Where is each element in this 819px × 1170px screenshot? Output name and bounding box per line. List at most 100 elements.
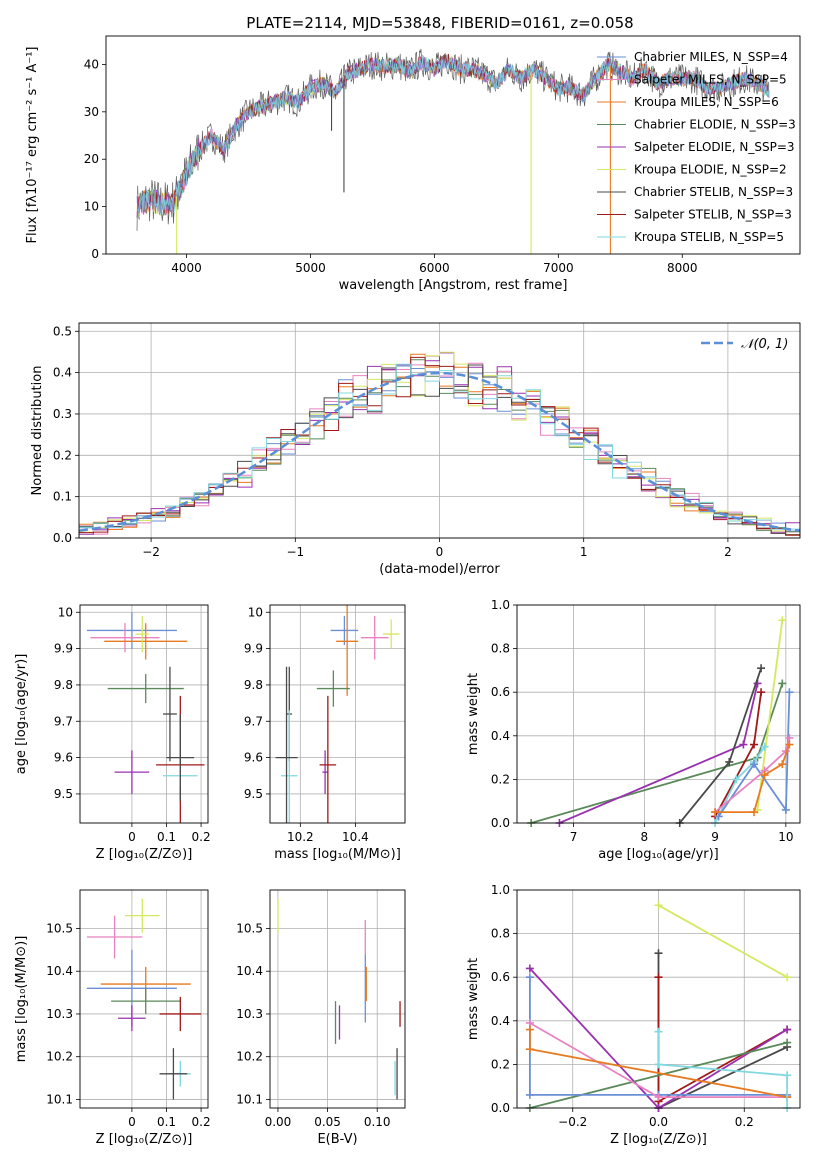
y-axis-label: mass weight: [466, 673, 481, 755]
errorbar-point-c_elodie: [316, 670, 350, 707]
legend-label: Chabrier MILES, N_SSP=4: [634, 50, 788, 64]
weight-marker: [760, 742, 769, 751]
y-tick-label: 0.1: [53, 490, 72, 504]
weight-line-k_stelib: [657, 1031, 788, 1108]
weight-marker: [725, 757, 734, 766]
weight-marker: [654, 949, 663, 958]
errorbar-point-c_miles: [86, 612, 177, 649]
legend-label: Salpeter ELODIE, N_SSP=3: [634, 140, 795, 154]
errorbar-point-k_miles: [336, 605, 359, 696]
x-tick-label: 8: [641, 830, 649, 844]
x-tick-label: −1: [286, 545, 304, 559]
axes-frame: [79, 604, 209, 824]
weight-marker: [750, 740, 759, 749]
weight-marker: [785, 688, 794, 697]
y-tick-label: 1.0: [491, 883, 510, 897]
y-tick-label: 0.5: [53, 324, 72, 338]
weight-marker: [783, 973, 792, 982]
y-tick-label: 9.6: [54, 751, 73, 765]
x-tick-label: 0.05: [314, 1115, 341, 1129]
x-tick-label: 0: [436, 545, 444, 559]
weight-marker: [525, 973, 534, 982]
weight-line-k_stelib: [714, 746, 766, 823]
spectrum-line-k_stelib: [136, 54, 770, 216]
y-tick-label: 0.8: [491, 927, 510, 941]
x-tick-label: 1: [580, 545, 588, 559]
errorbar-point-k_miles: [104, 623, 188, 660]
y-tick-label: 9.9: [244, 642, 263, 656]
weight-marker: [654, 1093, 663, 1102]
weight-marker: [783, 1025, 792, 1034]
y-tick-label: 0.4: [491, 1014, 510, 1028]
x-tick-label: 0.1: [157, 1115, 176, 1129]
y-tick-label: 9.9: [54, 642, 73, 656]
y-tick-label: 9.7: [244, 714, 263, 728]
weight-line-c_elodie: [530, 683, 784, 823]
weight-marker: [778, 616, 787, 625]
weight-marker: [711, 808, 720, 817]
y-axis-label: mass weight: [466, 958, 481, 1040]
x-axis-label: Z [log₁₀(Z/Z⊙)]: [96, 847, 193, 862]
y-tick-label: 10.3: [236, 1007, 263, 1021]
x-axis-label: Z [log₁₀(Z/Z⊙)]: [610, 1132, 707, 1147]
y-tick-label: 0.2: [491, 772, 510, 786]
x-tick-label: 0.2: [192, 830, 211, 844]
errorbar-point-s_elodie: [114, 750, 150, 794]
axes-frame: [79, 889, 209, 1109]
errorbar-point-c_miles: [330, 615, 359, 645]
y-axis-label: mass [log₁₀(M/M⊙)]: [14, 936, 29, 1063]
legend-label: Kroupa MILES, N_SSP=6: [634, 95, 779, 109]
y-tick-label: 10.2: [236, 1050, 263, 1064]
errorbar-point-s_miles: [360, 615, 389, 660]
x-tick-label: −2: [142, 545, 160, 559]
x-tick-label: 4000: [171, 261, 202, 275]
x-tick-label: 0: [128, 830, 136, 844]
legend-label: Salpeter STELIB, N_SSP=3: [634, 208, 792, 222]
legend-label: Chabrier STELIB, N_SSP=3: [634, 185, 793, 199]
x-tick-label: 10.4: [342, 830, 369, 844]
weight-marker: [760, 771, 769, 780]
x-tick-label: 9: [711, 830, 719, 844]
errorbar-point-c_stelib: [275, 666, 298, 823]
x-tick-label: 0: [128, 1115, 136, 1129]
weight-marker: [781, 805, 790, 814]
histogram-panel: −2 −1 0 1 2 0.0 0.1 0.2 0.3 0.4 0.5 (data-model)/er…: [30, 322, 801, 577]
weight-marker: [757, 688, 766, 697]
y-tick-label: 0.8: [491, 642, 510, 656]
errorbar-point-s_stelib: [159, 996, 202, 1032]
y-tick-label: 10.5: [236, 921, 263, 935]
x-tick-label: 0.10: [364, 1115, 391, 1129]
y-tick-label: 9.8: [244, 678, 263, 692]
y-tick-label: 10.2: [46, 1050, 73, 1064]
y-tick-label: 0.0: [491, 816, 510, 830]
x-tick-label: 0.2: [192, 1115, 211, 1129]
x-tick-label: 2: [724, 545, 732, 559]
x-tick-label: 0.1: [157, 830, 176, 844]
y-tick-label: 9.5: [54, 787, 73, 801]
y-tick-label: 0.2: [491, 1057, 510, 1071]
mass_vs_EBV-panel: 0.00 0.05 0.10 10.1 10.2 10.3 10.4 10.5 E(B-V): [236, 889, 406, 1147]
y-tick-label: 9.5: [244, 787, 263, 801]
x-tick-label: 0.2: [735, 1115, 754, 1129]
y-tick-label: 0.6: [491, 685, 510, 699]
x-tick-label: 10: [778, 830, 793, 844]
x-axis-label: wavelength [Angstrom, rest frame]: [339, 278, 568, 293]
weight-marker: [783, 1071, 792, 1080]
y-tick-label: 10.5: [46, 921, 73, 935]
weight-marker: [757, 664, 766, 673]
errorbar-point-c_elodie: [107, 674, 184, 704]
weight-line-c_miles: [717, 692, 791, 818]
axes-frame: [269, 604, 406, 824]
legend-label: Kroupa STELIB, N_SSP=5: [634, 230, 784, 244]
weight-marker: [525, 1025, 534, 1034]
weight-marker: [750, 808, 759, 817]
weight-marker: [654, 1060, 663, 1069]
weight-marker: [525, 964, 534, 973]
y-tick-label: 10.4: [236, 964, 263, 978]
y-tick-label: 0.4: [53, 366, 72, 380]
histogram-step-k_stelib: [79, 363, 800, 537]
y-tick-label: 30: [84, 105, 99, 119]
legend-label: Chabrier ELODIE, N_SSP=3: [634, 118, 796, 132]
errorbar-point-s_elodie: [118, 1005, 146, 1032]
y-axis-label: age [log₁₀(age/yr)]: [14, 654, 29, 775]
